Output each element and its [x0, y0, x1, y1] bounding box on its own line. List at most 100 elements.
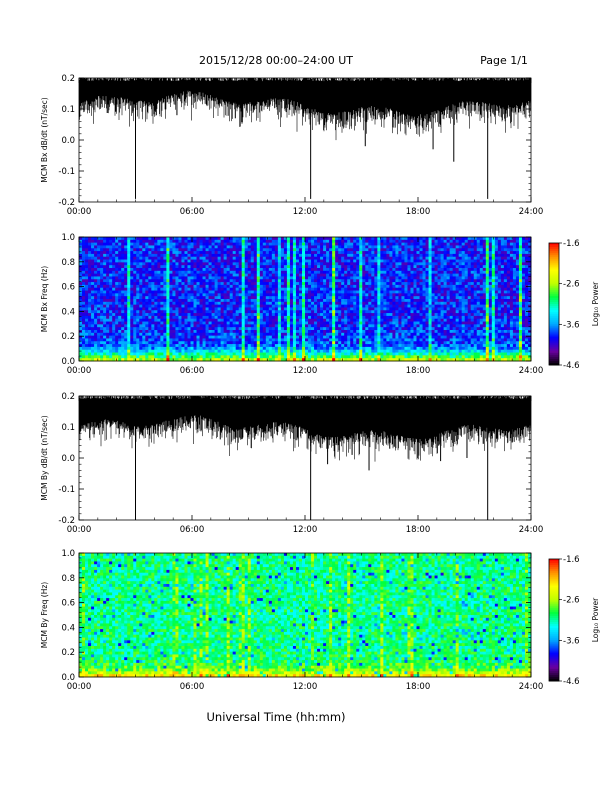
heatmap-cell — [298, 276, 303, 280]
heatmap-cell — [326, 301, 330, 306]
heatmap-cell — [145, 324, 149, 328]
heatmap-cell — [356, 253, 360, 258]
heatmap-cell — [500, 307, 505, 311]
heatmap-cell — [97, 321, 101, 325]
heatmap-cell — [347, 259, 351, 263]
heatmap-cell — [506, 321, 511, 325]
heatmap-cell — [148, 253, 152, 258]
heatmap-cell — [301, 248, 306, 252]
heatmap-cell — [166, 318, 170, 322]
heatmap-cell — [458, 239, 463, 244]
heatmap-cell — [416, 318, 420, 322]
heatmap-cell — [500, 313, 505, 317]
heatmap-cell — [332, 284, 336, 289]
heatmap-cell — [268, 256, 273, 260]
heatmap-cell — [365, 282, 369, 286]
heatmap-cell — [509, 265, 514, 269]
heatmap-cell — [422, 324, 426, 328]
heatmap-cell — [398, 296, 402, 300]
heatmap-cell — [365, 307, 369, 311]
heatmap-cell — [398, 256, 402, 260]
heatmap-cell — [353, 248, 357, 252]
heatmap-cell — [458, 290, 463, 294]
heatmap-cell — [124, 284, 128, 289]
heatmap-cell — [371, 313, 375, 317]
heatmap-cell — [142, 307, 146, 311]
heatmap-cell — [190, 318, 194, 322]
heatmap-cell — [259, 307, 264, 311]
heatmap-cell — [91, 301, 95, 306]
heatmap-cell — [485, 239, 490, 244]
heatmap-cell — [301, 304, 306, 308]
heatmap-cell — [467, 279, 472, 283]
heatmap-cell — [332, 299, 336, 303]
heatmap-cell — [506, 282, 511, 286]
heatmap-cell — [482, 304, 487, 308]
heatmap-cell — [130, 270, 134, 275]
heatmap-cell — [521, 262, 526, 266]
heatmap-cell — [452, 262, 457, 266]
heatmap-cell — [524, 239, 529, 244]
heatmap-cell — [229, 259, 234, 263]
heatmap-cell — [85, 268, 89, 272]
heatmap-cell — [265, 270, 270, 275]
heatmap-cell — [88, 324, 92, 328]
heatmap-cell — [443, 262, 448, 266]
heatmap-cell — [518, 242, 523, 246]
heatmap-cell — [365, 296, 369, 300]
heatmap-cell — [332, 324, 336, 328]
heatmap-cell — [446, 301, 451, 306]
heatmap-cell — [151, 327, 155, 331]
heatmap-cell — [377, 248, 381, 252]
heatmap-cell — [515, 296, 520, 300]
heatmap-cell — [389, 259, 393, 263]
heatmap-cell — [181, 287, 185, 291]
heatmap-cell — [380, 282, 384, 286]
heatmap-cell — [301, 268, 306, 272]
heatmap-cell — [446, 318, 451, 322]
heatmap-cell — [142, 290, 146, 294]
heatmap-cell — [473, 287, 478, 291]
heatmap-cell — [482, 324, 487, 328]
heatmap-cell — [353, 259, 357, 263]
heatmap-cell — [449, 301, 454, 306]
heatmap-cell — [250, 299, 255, 303]
heatmap-cell — [494, 262, 499, 266]
heatmap-cell — [491, 282, 496, 286]
heatmap-cell — [314, 324, 318, 328]
heatmap-cell — [467, 242, 472, 246]
heatmap-cell — [524, 282, 529, 286]
heatmap-cell — [193, 327, 197, 331]
heatmap-cell — [305, 310, 309, 314]
heatmap-cell — [320, 273, 324, 277]
heatmap-cell — [79, 268, 83, 272]
heatmap-cell — [482, 265, 487, 269]
heatmap-cell — [359, 313, 363, 317]
heatmap-cell — [175, 301, 179, 306]
heatmap-cell — [172, 273, 176, 277]
heatmap-cell — [151, 296, 155, 300]
panels: 00:00 06:00 12:00 18:00 24:000.20.10.0-0.1-0… — [40, 74, 600, 692]
heatmap-cell — [91, 279, 95, 283]
heatmap-cell — [85, 262, 89, 266]
heatmap-cell — [253, 318, 258, 322]
heatmap-cell — [488, 259, 493, 263]
heatmap-cell — [199, 256, 203, 260]
heatmap-cell — [326, 304, 330, 308]
heatmap-cell — [190, 259, 194, 263]
heatmap-cell — [169, 276, 173, 280]
heatmap-cell — [506, 270, 511, 275]
heatmap-cell — [449, 276, 454, 280]
heatmap-cell — [497, 262, 502, 266]
heatmap-cell — [292, 282, 297, 286]
heatmap-cell — [295, 270, 300, 275]
heatmap-cell — [100, 256, 104, 260]
heatmap-cell — [338, 245, 342, 249]
heatmap-cell — [374, 296, 378, 300]
heatmap-cell — [208, 301, 212, 306]
heatmap-cell — [311, 324, 315, 328]
heatmap-cell — [407, 318, 411, 322]
heatmap-cell — [509, 268, 514, 272]
heatmap-cell — [353, 313, 357, 317]
heatmap-cell — [91, 273, 95, 277]
